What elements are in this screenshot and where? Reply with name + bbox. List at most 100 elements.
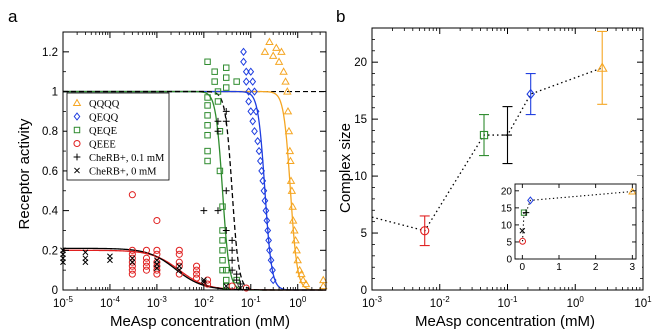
panel-b-guide-line: [371, 67, 603, 232]
inset-x-tick-label-3: 3: [630, 262, 636, 273]
data-point-s1-p21: [263, 216, 271, 225]
data-point-s3-p21: [175, 250, 183, 258]
data-point-s3-p6: [128, 266, 136, 274]
data-point-s2-p2: [204, 102, 211, 109]
data-point-s0-p3: [272, 43, 281, 51]
data-point-s2-p7: [204, 157, 211, 165]
data-point-s3-p22: [175, 258, 183, 266]
data-point-s2-p5: [204, 131, 211, 139]
data-point-s1-p23: [265, 236, 272, 245]
x-tick-label-3: 100: [567, 295, 585, 310]
fit-curve-5: [63, 247, 326, 291]
panel-a-legend: QQQQ QEQQ QEQE QEEE CheRB+, 0.1 mM CheRB+, 0 …: [66, 92, 170, 181]
data-point-s3-p30: [203, 280, 212, 288]
x-tick-label-2: 10-3: [147, 295, 167, 310]
data-point-s1-p6: [247, 67, 255, 76]
legend-marker-2: [73, 126, 81, 134]
inset-data-point-0: [519, 227, 526, 234]
data-point-s2-p19: [219, 266, 226, 274]
data-point-s3-p14: [153, 246, 161, 254]
data-point-s4-p8: [228, 236, 236, 244]
y-tick-label-6: 1.2: [42, 47, 58, 59]
panel-a-chart: a Receptor activity MeAsp concentration …: [8, 7, 328, 330]
inset-x-tick-label-2: 2: [593, 262, 599, 273]
data-point-s0-p9: [283, 106, 293, 115]
data-point-s4-p5: [222, 117, 230, 125]
data-point-s4-p12: [233, 270, 241, 278]
y-tick-label-1: 0.2: [42, 245, 58, 257]
data-point-s2-p20: [223, 64, 230, 71]
legend-label-5: CheRB+, 0 mM: [89, 166, 157, 177]
data-point-s0-p26: [319, 281, 328, 290]
inset-x-tick-label-1: 1: [556, 262, 562, 273]
inset-y-tick-label-2: 10: [501, 220, 513, 231]
data-point-s5-p8: [107, 257, 113, 264]
y-tick-label-5: 1: [52, 87, 58, 99]
legend-marker-3: [73, 139, 81, 148]
data-point-s1-p3: [242, 77, 250, 86]
data-point-s4-p4: [222, 107, 230, 115]
data-point-s1-p17: [259, 176, 267, 186]
inset-x-tick-label-0: 0: [520, 262, 526, 273]
guide-line: [371, 67, 603, 232]
data-point-s2-p17: [219, 247, 226, 254]
panel-b-data-points: [419, 30, 608, 247]
data-point-s3-p0: [128, 191, 136, 199]
data-point-s3-p8: [142, 246, 151, 254]
data-point-s2-p21: [223, 74, 230, 81]
data-point-s3-p27: [193, 270, 201, 278]
data-point-s0-p8: [283, 87, 292, 95]
y-tick-label-0: 0: [361, 285, 367, 297]
data-point-s4-p14: [236, 280, 244, 288]
data-point-s2-p24: [223, 276, 230, 284]
data-point-s4-p7: [222, 227, 230, 234]
data-point-s0-p19: [292, 245, 301, 254]
x-tick-label-2: 10-1: [498, 295, 518, 310]
data-point-s2-p16: [219, 237, 226, 244]
x-tick-label-0: 10-5: [53, 295, 73, 310]
data-point-s2-p26: [233, 78, 240, 85]
inset-data-point-3: [522, 209, 530, 216]
data-point-s2-p14: [219, 203, 226, 210]
data-point-s1-p2: [242, 67, 250, 76]
data-point-s0-p16: [288, 216, 298, 224]
data-point-s3-p15: [153, 250, 161, 258]
data-point-s0-p14: [287, 186, 297, 194]
data-point-s3-p26: [193, 266, 201, 274]
data-point-s0-p24: [301, 279, 311, 288]
data-point-s5-p6: [82, 259, 89, 266]
data-point-s3-p9: [142, 254, 151, 262]
data-point-s3-p5: [128, 262, 136, 270]
data-point-1: [479, 130, 489, 140]
data-point-s2-p23: [223, 266, 230, 274]
x-tick-label-1: 10-2: [430, 295, 450, 310]
data-point-s0-p5: [277, 47, 286, 55]
data-point-s3-p7: [128, 270, 136, 278]
y-tick-label-0: 0: [52, 285, 58, 297]
legend-label-3: QEEE: [89, 139, 116, 150]
data-point-s1-p0: [240, 47, 247, 57]
panel-b-inset-chart: 0 1 2 3 0 5 10 15 20: [493, 176, 642, 277]
data-point-2: [503, 130, 512, 140]
data-point-s5-p10: [129, 259, 136, 266]
data-point-s0-p6: [279, 67, 288, 75]
data-point-s3-p18: [153, 266, 161, 274]
data-point-s4-p0: [200, 207, 208, 215]
data-point-s3-p23: [175, 262, 183, 270]
legend-marker-5: [74, 167, 80, 174]
data-point-s4-p13: [233, 276, 241, 284]
data-point-s3-p12: [142, 266, 151, 274]
data-point-s0-p1: [265, 37, 274, 45]
data-point-s2-p9: [211, 78, 218, 85]
legend-box: [66, 92, 170, 181]
fit-curve-3: [63, 249, 326, 291]
data-point-s0-p12: [286, 156, 295, 165]
panel-b-chart: b Complex size MeAsp concentration (mM) …: [336, 7, 652, 330]
legend-marker-1: [73, 112, 81, 121]
panel-a-axes: 10-5 10-4 10-3 10-2 10-1 100 0 0.2 0.4 0.6 0.8 1 1.2: [42, 31, 327, 310]
data-point-s3-p11: [142, 262, 151, 270]
data-point-s1-p9: [249, 117, 257, 126]
inset-background: [493, 176, 642, 277]
data-point-s5-p17: [200, 279, 207, 285]
